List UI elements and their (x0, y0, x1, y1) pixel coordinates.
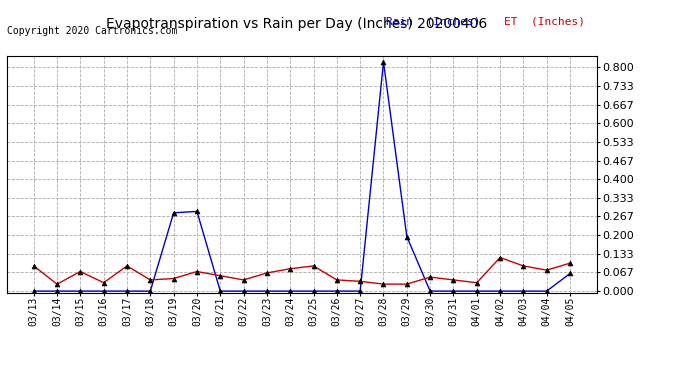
ET  (Inches) (76, 269, 84, 274)
Rain  (Inches) (263, 289, 271, 293)
Text: ET  (Inches): ET (Inches) (504, 17, 584, 27)
Line: ET  (Inches): ET (Inches) (31, 255, 573, 286)
Rain  (Inches) (170, 211, 178, 215)
Rain  (Inches) (239, 289, 248, 293)
Text: Evapotranspiration vs Rain per Day (Inches) 20200406: Evapotranspiration vs Rain per Day (Inch… (106, 17, 487, 31)
Rain  (Inches) (193, 209, 201, 214)
Rain  (Inches) (286, 289, 295, 293)
Rain  (Inches) (123, 289, 131, 293)
ET  (Inches) (380, 282, 388, 286)
Rain  (Inches) (520, 289, 528, 293)
ET  (Inches) (449, 278, 457, 282)
ET  (Inches) (473, 280, 481, 285)
Text: Rain  (Inches): Rain (Inches) (386, 17, 481, 27)
ET  (Inches) (53, 282, 61, 286)
Rain  (Inches) (380, 60, 388, 64)
Rain  (Inches) (449, 289, 457, 293)
Rain  (Inches) (496, 289, 504, 293)
Rain  (Inches) (403, 234, 411, 239)
ET  (Inches) (239, 278, 248, 282)
ET  (Inches) (333, 278, 341, 282)
ET  (Inches) (193, 269, 201, 274)
Rain  (Inches) (309, 289, 317, 293)
Rain  (Inches) (356, 289, 364, 293)
Rain  (Inches) (426, 289, 434, 293)
Rain  (Inches) (30, 289, 38, 293)
Rain  (Inches) (76, 289, 84, 293)
ET  (Inches) (520, 264, 528, 268)
ET  (Inches) (566, 261, 574, 266)
Rain  (Inches) (566, 271, 574, 276)
Rain  (Inches) (216, 289, 224, 293)
ET  (Inches) (30, 264, 38, 268)
ET  (Inches) (146, 278, 155, 282)
Rain  (Inches) (542, 289, 551, 293)
ET  (Inches) (309, 264, 317, 268)
Text: Copyright 2020 Cartronics.com: Copyright 2020 Cartronics.com (7, 26, 177, 36)
ET  (Inches) (426, 275, 434, 279)
ET  (Inches) (403, 282, 411, 286)
ET  (Inches) (263, 271, 271, 275)
Rain  (Inches) (473, 289, 481, 293)
ET  (Inches) (123, 264, 131, 268)
Rain  (Inches) (146, 289, 155, 293)
ET  (Inches) (496, 255, 504, 260)
ET  (Inches) (170, 276, 178, 281)
ET  (Inches) (216, 273, 224, 278)
Rain  (Inches) (53, 289, 61, 293)
Line: Rain  (Inches): Rain (Inches) (31, 59, 573, 294)
Rain  (Inches) (333, 289, 341, 293)
ET  (Inches) (356, 279, 364, 284)
ET  (Inches) (542, 268, 551, 272)
ET  (Inches) (286, 267, 295, 271)
ET  (Inches) (99, 280, 108, 285)
Rain  (Inches) (99, 289, 108, 293)
